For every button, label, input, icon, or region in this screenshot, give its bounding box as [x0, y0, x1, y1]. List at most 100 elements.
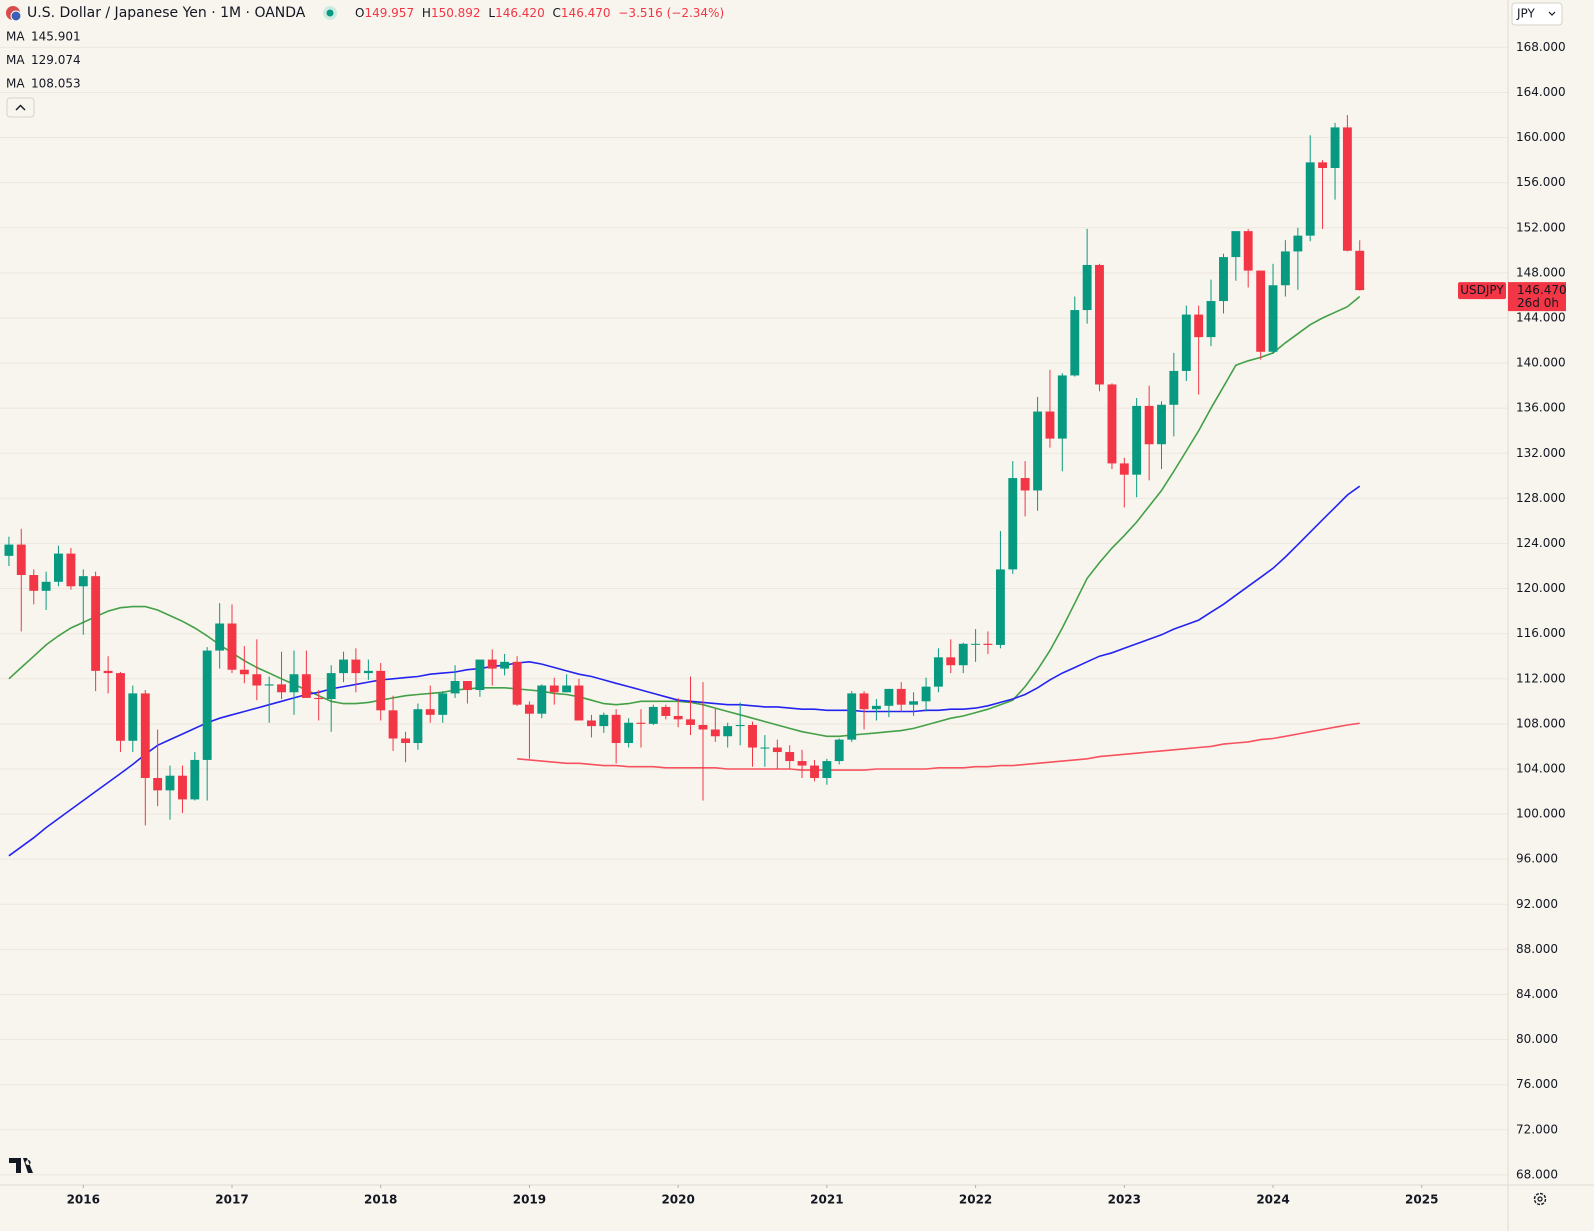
candle-body	[1219, 257, 1228, 302]
candle-body	[748, 724, 757, 748]
candle-body	[16, 544, 26, 576]
grid	[0, 46, 1508, 1176]
y-tick-label: 96.000	[1516, 852, 1558, 866]
y-tick-label: 164.000	[1516, 85, 1566, 99]
symbol-label-box	[1458, 282, 1506, 300]
y-tick-label: 120.000	[1516, 581, 1566, 595]
x-tick-label: 2022	[959, 1193, 992, 1207]
candle-body	[698, 724, 708, 730]
candle-body	[289, 674, 299, 693]
tradingview-logo[interactable]	[9, 1158, 33, 1173]
candle-body	[797, 761, 807, 766]
dropdown-icon	[1548, 11, 1556, 16]
candle-body	[524, 704, 534, 714]
candle-body	[1318, 162, 1327, 168]
candle-body	[1144, 405, 1154, 445]
candle-body	[1280, 251, 1290, 286]
ohlc-value: 149.957	[364, 6, 414, 20]
candle-body	[822, 761, 832, 778]
x-tick-label: 2024	[1256, 1193, 1289, 1207]
price-label-box	[1508, 282, 1566, 312]
x-tick-label: 2025	[1405, 1193, 1438, 1207]
candle-body	[1033, 411, 1043, 491]
x-tick-label: 2016	[67, 1193, 100, 1207]
settings-icon[interactable]	[1533, 1192, 1547, 1206]
ohlc-value: 146.420	[495, 6, 545, 20]
y-tick-label: 112.000	[1516, 671, 1566, 685]
y-tick-label: 80.000	[1516, 1032, 1558, 1046]
candle-body	[301, 674, 311, 698]
ma-value: 108.053	[31, 77, 81, 91]
candle-body	[376, 670, 386, 711]
y-tick-label: 140.000	[1516, 356, 1566, 370]
candle-body	[587, 720, 596, 727]
candle-body	[636, 722, 646, 724]
candle-body	[772, 747, 782, 753]
y-tick-label: 136.000	[1516, 401, 1566, 415]
candle-body	[1107, 384, 1117, 464]
candle-body	[227, 623, 237, 670]
x-tick-label: 2019	[513, 1193, 546, 1207]
candle-body	[710, 729, 720, 737]
currency-label: JPY	[1516, 7, 1536, 21]
currency-button[interactable]	[1511, 2, 1563, 26]
plot	[4, 115, 1365, 857]
candle-body	[413, 709, 423, 744]
collapse-button[interactable]	[6, 97, 35, 118]
candle-body	[1082, 264, 1092, 311]
countdown-label: 26d 0h	[1517, 296, 1559, 310]
candle-body	[140, 693, 150, 778]
candle-body	[1008, 478, 1018, 570]
y-tick-label: 152.000	[1516, 220, 1566, 234]
candle-body	[1305, 162, 1315, 236]
candle-body	[450, 681, 460, 694]
ma-value: 129.074	[31, 53, 81, 67]
x-tick-label: 2018	[364, 1193, 397, 1207]
symbol-title[interactable]: U.S. Dollar / Japanese Yen · 1M · OANDA	[27, 5, 306, 21]
symbol-flag	[10, 10, 22, 22]
ohlc-change: −3.516 (−2.34%)	[618, 6, 724, 20]
candle-body	[686, 719, 695, 725]
candle-body	[190, 759, 200, 800]
y-tick-label: 72.000	[1516, 1122, 1558, 1136]
candle-body	[760, 747, 770, 749]
candle-body	[1330, 127, 1340, 168]
candle-body	[735, 724, 745, 727]
candle-body	[1243, 231, 1253, 271]
candle-body	[574, 685, 584, 721]
y-tick-label: 148.000	[1516, 265, 1566, 279]
candle-body	[178, 775, 187, 800]
candle-body	[1169, 370, 1179, 405]
symbol-label: USDJPY	[1460, 283, 1504, 297]
ohlc-value: 146.470	[561, 6, 611, 20]
candle-body	[215, 623, 225, 651]
ma-name: MA	[6, 77, 25, 91]
candle-body	[66, 553, 76, 587]
candle-body	[611, 714, 621, 744]
candle-body	[859, 693, 869, 710]
ma-name: MA	[6, 53, 25, 67]
candle-body	[537, 685, 547, 714]
candle-body	[562, 685, 572, 693]
y-tick-label: 76.000	[1516, 1077, 1558, 1091]
candle-body	[1132, 405, 1142, 475]
x-tick-label: 2023	[1108, 1193, 1141, 1207]
y-tick-label: 124.000	[1516, 536, 1566, 550]
candle-body	[1045, 411, 1055, 439]
candle-body	[648, 706, 658, 724]
candle-body	[91, 576, 101, 671]
ma-name: MA	[6, 30, 25, 44]
candle-body	[1095, 264, 1104, 385]
candle-body	[351, 659, 361, 674]
candle-body	[810, 765, 819, 778]
candle-body	[512, 661, 522, 705]
axes: 68.000 72.000 76.000 80.000 84.000 88.000 92.0…	[67, 40, 1567, 1207]
candle-body	[1268, 285, 1278, 352]
candle-body	[971, 643, 981, 645]
ma-legend: MA 145.901 MA 129.074 MA 108.053	[6, 30, 81, 91]
y-tick-label: 156.000	[1516, 175, 1566, 189]
candle-body	[1342, 127, 1352, 251]
x-tick-label: 2021	[810, 1193, 843, 1207]
candle-body	[239, 669, 249, 675]
